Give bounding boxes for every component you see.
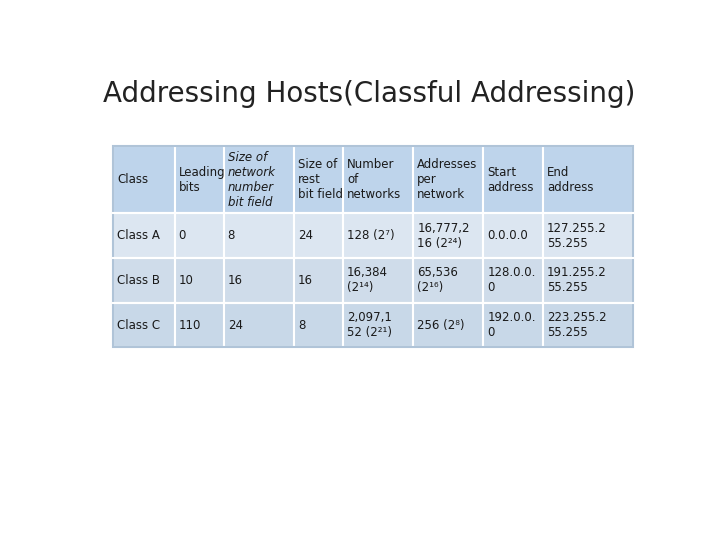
- FancyBboxPatch shape: [224, 146, 294, 213]
- FancyBboxPatch shape: [543, 213, 632, 258]
- FancyBboxPatch shape: [113, 258, 174, 303]
- FancyBboxPatch shape: [543, 146, 632, 213]
- Text: Class: Class: [117, 173, 148, 186]
- FancyBboxPatch shape: [543, 303, 632, 347]
- Text: Class C: Class C: [117, 319, 161, 332]
- FancyBboxPatch shape: [413, 258, 483, 303]
- FancyBboxPatch shape: [174, 213, 224, 258]
- FancyBboxPatch shape: [483, 303, 543, 347]
- FancyBboxPatch shape: [113, 146, 174, 213]
- Text: Number
of
networks: Number of networks: [347, 158, 402, 201]
- FancyBboxPatch shape: [343, 213, 413, 258]
- Text: 2,097,1
52 (2²¹): 2,097,1 52 (2²¹): [347, 311, 392, 339]
- FancyBboxPatch shape: [413, 146, 483, 213]
- FancyBboxPatch shape: [413, 213, 483, 258]
- Text: Size of
rest
bit field: Size of rest bit field: [298, 158, 343, 201]
- FancyBboxPatch shape: [174, 258, 224, 303]
- FancyBboxPatch shape: [483, 258, 543, 303]
- FancyBboxPatch shape: [343, 258, 413, 303]
- Text: 24: 24: [228, 319, 243, 332]
- FancyBboxPatch shape: [294, 146, 343, 213]
- Text: 127.255.2
55.255: 127.255.2 55.255: [547, 222, 607, 249]
- Text: 0.0.0.0: 0.0.0.0: [487, 230, 528, 242]
- Text: 128 (2⁷): 128 (2⁷): [347, 230, 395, 242]
- Text: Class A: Class A: [117, 230, 160, 242]
- Text: 16,777,2
16 (2²⁴): 16,777,2 16 (2²⁴): [418, 222, 469, 249]
- FancyBboxPatch shape: [294, 303, 343, 347]
- Text: 191.255.2
55.255: 191.255.2 55.255: [547, 266, 607, 294]
- Text: 0: 0: [179, 230, 186, 242]
- Text: 8: 8: [228, 230, 235, 242]
- FancyBboxPatch shape: [174, 146, 224, 213]
- Text: Leading
bits: Leading bits: [179, 166, 225, 193]
- FancyBboxPatch shape: [224, 303, 294, 347]
- Text: 16: 16: [298, 274, 312, 287]
- FancyBboxPatch shape: [113, 213, 174, 258]
- FancyBboxPatch shape: [343, 146, 413, 213]
- Text: Addressing Hosts(Classful Addressing): Addressing Hosts(Classful Addressing): [103, 80, 635, 108]
- Text: 65,536
(2¹⁶): 65,536 (2¹⁶): [418, 266, 458, 294]
- Text: Class B: Class B: [117, 274, 160, 287]
- Text: 223.255.2
55.255: 223.255.2 55.255: [547, 311, 607, 339]
- FancyBboxPatch shape: [343, 303, 413, 347]
- Text: 16: 16: [228, 274, 243, 287]
- FancyBboxPatch shape: [224, 213, 294, 258]
- FancyBboxPatch shape: [413, 303, 483, 347]
- FancyBboxPatch shape: [113, 303, 174, 347]
- Text: 8: 8: [298, 319, 305, 332]
- Text: 128.0.0.
0: 128.0.0. 0: [487, 266, 536, 294]
- Text: 256 (2⁸): 256 (2⁸): [418, 319, 464, 332]
- FancyBboxPatch shape: [294, 258, 343, 303]
- Text: 110: 110: [179, 319, 201, 332]
- Text: 16,384
(2¹⁴): 16,384 (2¹⁴): [347, 266, 388, 294]
- Text: 10: 10: [179, 274, 193, 287]
- FancyBboxPatch shape: [174, 303, 224, 347]
- Text: 192.0.0.
0: 192.0.0. 0: [487, 311, 536, 339]
- FancyBboxPatch shape: [224, 258, 294, 303]
- FancyBboxPatch shape: [483, 213, 543, 258]
- FancyBboxPatch shape: [294, 213, 343, 258]
- Text: Start
address: Start address: [487, 166, 534, 193]
- FancyBboxPatch shape: [483, 146, 543, 213]
- FancyBboxPatch shape: [543, 258, 632, 303]
- Text: Size of
network
number
bit field: Size of network number bit field: [228, 151, 276, 208]
- Text: 24: 24: [298, 230, 312, 242]
- Text: End
address: End address: [547, 166, 593, 193]
- Text: Addresses
per
network: Addresses per network: [418, 158, 477, 201]
